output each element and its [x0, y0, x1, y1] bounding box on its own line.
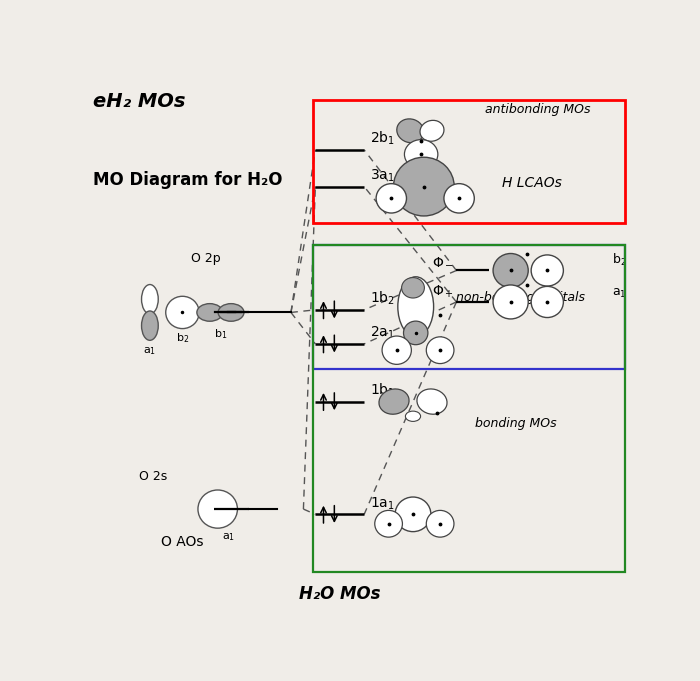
- Ellipse shape: [405, 140, 438, 169]
- Text: O 2p: O 2p: [190, 252, 220, 266]
- Ellipse shape: [426, 337, 454, 364]
- Text: $\Phi_+$: $\Phi_+$: [432, 283, 454, 300]
- Text: b$_2$: b$_2$: [176, 332, 189, 345]
- Ellipse shape: [379, 389, 409, 414]
- Ellipse shape: [198, 490, 237, 528]
- Ellipse shape: [531, 287, 564, 317]
- Text: O AOs: O AOs: [161, 535, 204, 550]
- Ellipse shape: [493, 253, 528, 287]
- Bar: [313, 245, 624, 368]
- Ellipse shape: [403, 321, 428, 345]
- Text: 2a$_1$: 2a$_1$: [370, 325, 394, 341]
- Text: a$_1$: a$_1$: [144, 345, 157, 357]
- Ellipse shape: [141, 285, 158, 314]
- Ellipse shape: [531, 255, 564, 286]
- Text: 1a$_1$: 1a$_1$: [370, 495, 394, 511]
- Text: MO Diagram for H₂O: MO Diagram for H₂O: [93, 171, 282, 189]
- Ellipse shape: [426, 510, 454, 537]
- Ellipse shape: [417, 389, 447, 414]
- Ellipse shape: [398, 276, 433, 336]
- Ellipse shape: [420, 121, 444, 141]
- Text: 2b$_1$: 2b$_1$: [370, 130, 395, 147]
- Text: 1b$_2$: 1b$_2$: [370, 290, 395, 307]
- Ellipse shape: [493, 285, 528, 319]
- Ellipse shape: [166, 296, 199, 329]
- Ellipse shape: [405, 411, 421, 422]
- Text: $\Phi_-$: $\Phi_-$: [432, 255, 454, 268]
- Ellipse shape: [397, 119, 424, 143]
- Ellipse shape: [197, 304, 223, 321]
- Text: bonding MOs: bonding MOs: [475, 417, 557, 430]
- Ellipse shape: [395, 497, 431, 532]
- Ellipse shape: [376, 184, 407, 213]
- Ellipse shape: [374, 510, 402, 537]
- Text: O 2s: O 2s: [139, 470, 167, 483]
- Ellipse shape: [393, 157, 454, 216]
- Text: 3a$_1$: 3a$_1$: [370, 168, 394, 184]
- Text: H LCAOs: H LCAOs: [503, 176, 562, 190]
- Text: antibonding MOs: antibonding MOs: [485, 103, 591, 116]
- Ellipse shape: [402, 278, 424, 298]
- Text: 1b$_1$: 1b$_1$: [370, 381, 395, 399]
- Bar: [313, 245, 624, 572]
- Text: b$_1$: b$_1$: [214, 327, 227, 341]
- Text: H₂O MOs: H₂O MOs: [299, 585, 381, 603]
- Ellipse shape: [141, 311, 158, 340]
- Text: b$_2$: b$_2$: [612, 252, 626, 268]
- Text: a$_1$: a$_1$: [612, 287, 626, 300]
- Text: eH₂ MOs: eH₂ MOs: [93, 92, 186, 111]
- Text: a$_1$: a$_1$: [222, 531, 235, 543]
- Text: non-bonding orbitals: non-bonding orbitals: [456, 291, 585, 304]
- Bar: [313, 100, 624, 223]
- Ellipse shape: [382, 336, 412, 364]
- Ellipse shape: [444, 184, 475, 213]
- Ellipse shape: [218, 304, 244, 321]
